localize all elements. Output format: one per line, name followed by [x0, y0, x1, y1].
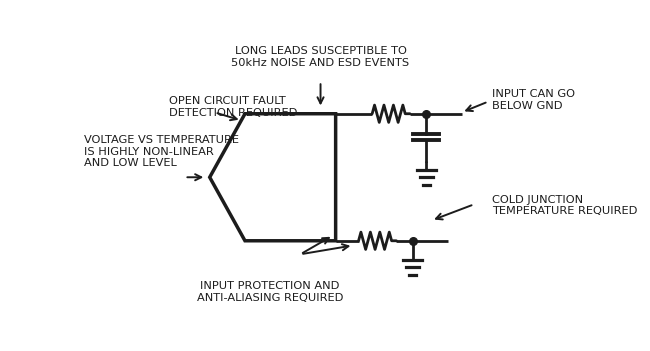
- Text: LONG LEADS SUSCEPTIBLE TO
50kHz NOISE AND ESD EVENTS: LONG LEADS SUSCEPTIBLE TO 50kHz NOISE AN…: [231, 46, 410, 68]
- Text: INPUT CAN GO
BELOW GND: INPUT CAN GO BELOW GND: [492, 90, 575, 111]
- Text: INPUT PROTECTION AND
ANTI-ALIASING REQUIRED: INPUT PROTECTION AND ANTI-ALIASING REQUI…: [197, 281, 343, 303]
- Text: OPEN CIRCUIT FAULT
DETECTION REQUIRED: OPEN CIRCUIT FAULT DETECTION REQUIRED: [170, 96, 298, 118]
- Text: VOLTAGE VS TEMPERATURE
IS HIGHLY NON-LINEAR
AND LOW LEVEL: VOLTAGE VS TEMPERATURE IS HIGHLY NON-LIN…: [84, 135, 239, 168]
- Text: COLD JUNCTION
TEMPERATURE REQUIRED: COLD JUNCTION TEMPERATURE REQUIRED: [492, 195, 637, 217]
